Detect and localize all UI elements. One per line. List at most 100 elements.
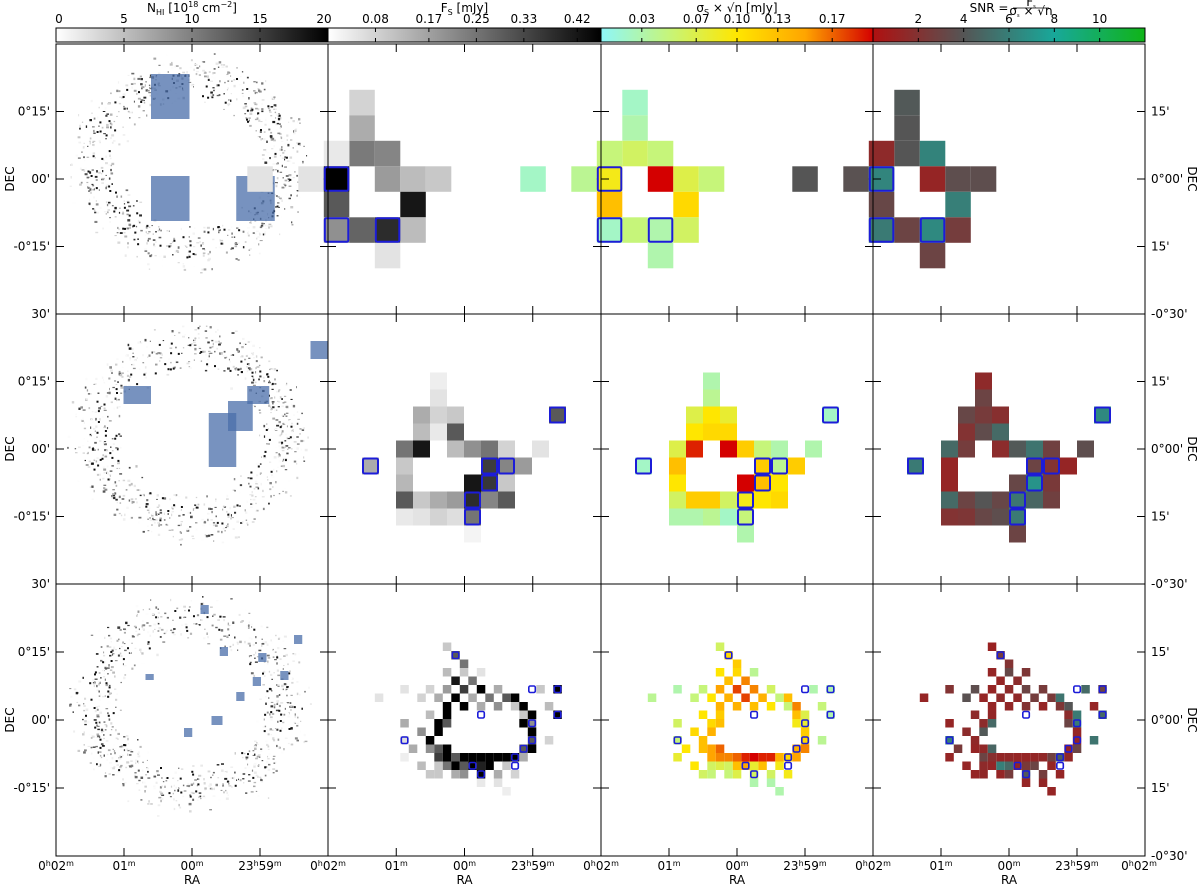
nhi-pixel [191,72,194,74]
nhi-pixel [251,362,253,365]
nhi-pixel [169,498,171,501]
nhi-pixel [270,131,273,134]
nhi-pixel [209,508,213,510]
nhi-pixel [209,809,212,811]
nhi-pixel [260,121,263,123]
data-cell [826,710,835,719]
nhi-pixel [245,756,249,759]
y-tick-label-right: 0°00' [1151,172,1183,186]
x-tick-label: 00m [180,859,203,873]
nhi-pixel [220,64,223,66]
nhi-pixel [144,84,146,87]
nhi-pixel [231,232,233,235]
data-cell [413,440,430,458]
nhi-pixel [83,751,86,754]
nhi-pixel [141,769,144,772]
nhi-pixel [245,511,248,514]
data-cell [1038,753,1048,762]
nhi-pixel [230,75,232,77]
nhi-pixel [114,481,117,484]
nhi-pixel [140,799,143,801]
nhi-pixel [260,482,262,486]
nhi-pixel [123,749,126,752]
nhi-pixel [130,343,133,345]
nhi-pixel [93,428,96,430]
nhi-pixel [141,756,145,759]
nhi-pixel [253,781,257,784]
nhi-pixel [114,663,117,666]
nhi-pixel [160,616,163,618]
nhi-pixel [115,384,118,385]
highlight-box [647,217,674,243]
nhi-pixel [110,172,114,175]
nhi-pixel [215,783,218,787]
nhi-pixel [269,673,273,676]
nhi-pixel [180,624,184,626]
nhi-pixel [149,254,152,258]
colorbar-tick-label: 20 [316,12,331,26]
highlight-box [468,761,477,770]
nhi-pixel [283,401,287,403]
nhi-pixel [138,779,141,782]
nhi-pixel [96,716,100,718]
nhi-pixel [267,797,270,799]
nhi-pixel [231,517,234,519]
nhi-pixel [279,396,282,399]
data-cell [374,693,384,702]
nhi-pixel [158,226,160,227]
nhi-pixel [105,138,107,140]
nhi-core-pixel [127,647,129,650]
highlight-box [1009,491,1026,509]
nhi-pixel [111,183,113,185]
highlight-box [754,474,771,492]
nhi-pixel [283,635,287,638]
nhi-core-pixel [274,152,277,155]
nhi-pixel [134,647,137,650]
data-cell [732,702,742,711]
nhi-pixel [220,629,224,632]
nhi-pixel [296,443,300,445]
nhi-pixel [264,123,267,126]
nhi-pixel [207,513,209,515]
nhi-pixel [161,797,164,801]
nhi-pixel [161,777,163,779]
nhi-pixel [275,123,278,126]
nhi-pixel [271,474,273,477]
nhi-pixel [146,73,150,75]
nhi-pixel [225,65,228,68]
nhi-pixel [99,180,101,183]
nhi-pixel [160,350,164,352]
nhi-pixel [272,768,276,770]
nhi-pixel [135,759,137,762]
data-cell [698,744,708,753]
nhi-pixel [101,176,103,178]
nhi-pixel [119,232,123,234]
nhi-pixel [99,478,101,481]
nhi-pixel [275,769,278,772]
nhi-pixel [229,506,231,510]
nhi-pixel [283,655,286,657]
panel-background [328,44,601,314]
nhi-pixel [85,708,89,711]
x-tick-part: h [254,859,259,868]
nhi-core-pixel [109,452,112,455]
nhi-pixel [186,528,189,531]
nhi-pixel [122,778,124,781]
nhi-pixel [114,752,116,755]
nhi-pixel [229,360,231,363]
highlight-box [800,685,810,694]
nhi-pixel [222,342,226,345]
data-cell [396,457,413,475]
data-cell [1064,710,1073,719]
nhi-pixel [253,81,256,83]
nhi-pixel [144,790,146,793]
nhi-pixel [212,522,216,524]
data-cell [464,474,481,492]
nhi-pixel [192,638,196,641]
data-cell [754,440,771,458]
nhi-pixel [199,795,202,798]
nhi-core-pixel [155,616,158,619]
data-cell [715,642,725,651]
data-cell [1013,753,1022,762]
nhi-pixel [94,175,98,178]
